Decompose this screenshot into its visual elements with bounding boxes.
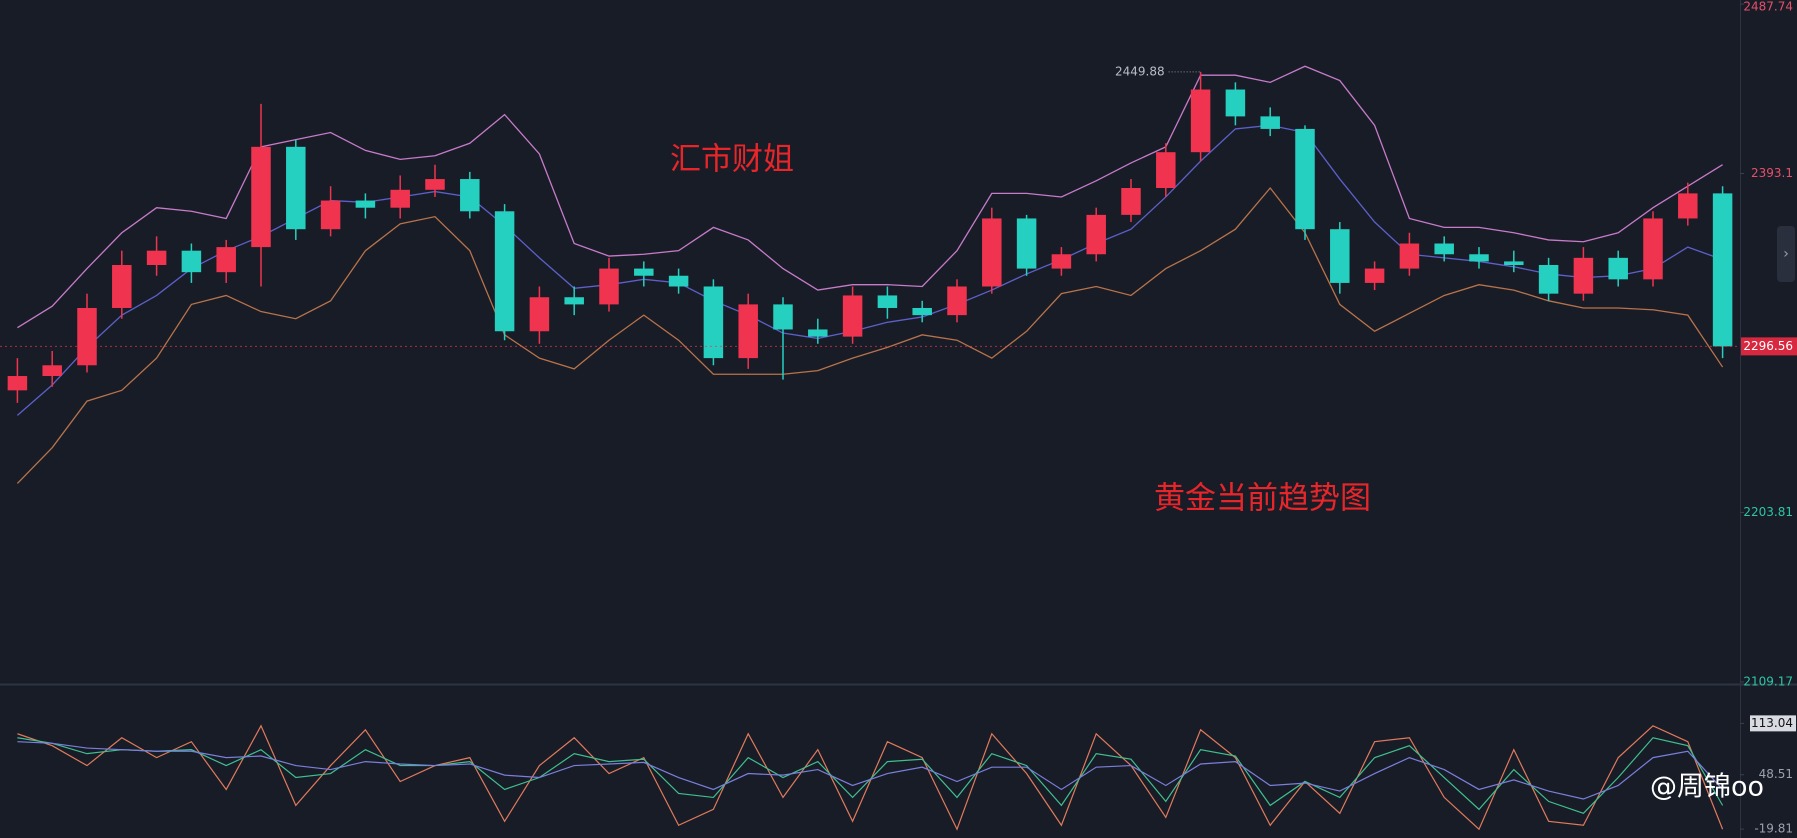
candle-body [703, 286, 724, 359]
candle-body [112, 265, 132, 308]
candle-body [1121, 188, 1141, 215]
candle-body [77, 307, 97, 366]
band-line [17, 65, 1723, 329]
candle-body [564, 297, 584, 305]
candle-body [494, 211, 515, 332]
y-tick-label: 2393.1 [1751, 166, 1793, 180]
candle-body [1051, 254, 1072, 269]
candle-body [286, 146, 306, 230]
watermark: @周锦oo [1650, 772, 1764, 803]
y-tick-label: 2487.74 [1743, 0, 1793, 14]
candle-body [1573, 257, 1594, 294]
candle-body [947, 286, 967, 316]
candle-body [1712, 193, 1733, 347]
candle-body [773, 304, 793, 330]
candle-body [808, 329, 828, 337]
candle-body [1608, 257, 1628, 280]
candle-body [460, 179, 480, 212]
candle-body [1469, 254, 1489, 262]
y-tick-label: 48.51 [1759, 767, 1793, 781]
candle-body [1330, 229, 1350, 283]
candle-body [1364, 268, 1385, 283]
candle-body [1434, 243, 1454, 255]
band-line [16, 186, 1724, 484]
y-tick-label: 2109.17 [1743, 674, 1793, 688]
candle-body [1643, 218, 1663, 280]
candle-body [1156, 152, 1176, 189]
candle-body [1225, 89, 1246, 117]
candle-body [7, 376, 28, 391]
candle-body [355, 200, 376, 208]
candle-body [1504, 261, 1524, 266]
candle-body [599, 268, 619, 305]
candle-body [1260, 116, 1280, 129]
last-price-box [1741, 337, 1797, 356]
last-price-label: 2296.56 [1743, 339, 1793, 353]
candle-body [1190, 89, 1211, 153]
candle-body [390, 189, 410, 208]
oscillator-line [17, 724, 1724, 831]
candle-body [877, 295, 898, 308]
candle-body [982, 218, 1002, 287]
max-label: 2449.88 [1115, 64, 1165, 78]
candle-body [425, 179, 445, 190]
candle-body [216, 247, 236, 273]
candle-body [1016, 218, 1037, 269]
y-tick-label: 113.04 [1751, 716, 1793, 730]
y-tick-label: 2203.81 [1743, 505, 1793, 519]
candle-body [668, 275, 689, 287]
oscillator-line [17, 741, 1724, 800]
y-tick-label: -19.81 [1754, 822, 1793, 836]
candle-body [1678, 193, 1698, 219]
annotation: 汇市财姐 [670, 142, 794, 178]
side-tab-icon[interactable]: › [1783, 246, 1789, 262]
y-tick-box [1750, 715, 1796, 732]
candle-body [1399, 243, 1420, 269]
chart-title: 黄金当前趋势图 [1154, 481, 1371, 517]
candle-body [738, 304, 758, 359]
side-tab[interactable] [1777, 226, 1795, 282]
candle-body [1086, 214, 1106, 255]
candle-body [1295, 128, 1315, 230]
candle-body [634, 268, 654, 276]
candle-body [529, 297, 550, 332]
candle-body [842, 295, 863, 337]
candle-body [912, 307, 932, 316]
candle-body [146, 250, 167, 266]
candle-body [251, 146, 271, 248]
candle-body [181, 250, 202, 273]
candle-body [42, 365, 62, 377]
candle-body [320, 200, 341, 230]
candle-body [1538, 265, 1559, 294]
